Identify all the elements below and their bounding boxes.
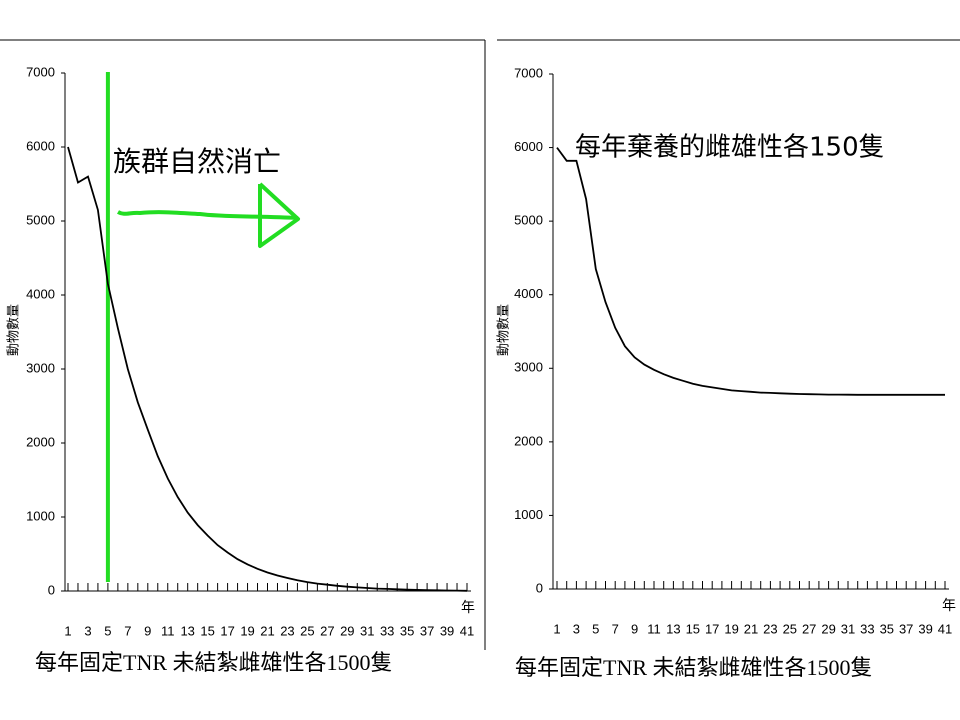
y-axis-label: 動物數量 [497, 304, 512, 356]
x-tick-label: 21 [260, 623, 274, 638]
y-tick-label: 1000 [26, 508, 55, 523]
x-tick-label: 35 [880, 621, 894, 636]
x-tick-label: 37 [420, 623, 434, 638]
x-tick-label: 5 [104, 623, 111, 638]
x-tick-label: 31 [841, 621, 855, 636]
x-tick-label: 17 [220, 623, 234, 638]
x-tick-label: 41 [460, 623, 474, 638]
arrow-shaft [117, 210, 299, 220]
y-tick-label: 6000 [26, 138, 55, 153]
x-tick-label: 15 [686, 621, 700, 636]
x-tick-label: 23 [280, 623, 294, 638]
x-tick-label: 11 [161, 623, 175, 638]
x-tick-label: 35 [400, 623, 414, 638]
x-tick-label: 25 [783, 621, 797, 636]
data-line [556, 147, 945, 396]
y-tick-label: 7000 [26, 64, 55, 79]
x-tick-label: 37 [899, 621, 913, 636]
data-line [67, 146, 468, 592]
y-tick-label: 0 [536, 580, 543, 595]
x-tick-label: 27 [320, 623, 334, 638]
x-tick-label: 15 [200, 623, 214, 638]
x-tick-label: 33 [860, 621, 874, 636]
x-tick-label: 33 [380, 623, 394, 638]
x-axis-label: 年 [942, 598, 956, 614]
x-tick-label: 17 [705, 621, 719, 636]
x-tick-label: 9 [144, 623, 151, 638]
x-tick-label: 27 [802, 621, 816, 636]
x-tick-label: 19 [240, 623, 254, 638]
y-tick-label: 7000 [514, 65, 543, 80]
arrow-head [258, 182, 300, 248]
y-tick-label: 4000 [514, 286, 543, 301]
y-tick-label: 2000 [26, 434, 55, 449]
y-tick-label: 1000 [514, 507, 543, 522]
y-tick-label: 5000 [26, 212, 55, 227]
x-tick-label: 23 [763, 621, 777, 636]
x-tick-label: 13 [666, 621, 680, 636]
x-tick-label: 31 [360, 623, 374, 638]
x-tick-label: 3 [573, 621, 580, 636]
y-tick-label: 5000 [514, 213, 543, 228]
y-tick-label: 2000 [514, 433, 543, 448]
annotation: 族群自然消亡 [113, 145, 281, 178]
x-tick-label: 9 [631, 621, 638, 636]
x-tick-label: 5 [592, 621, 599, 636]
y-tick-label: 3000 [26, 360, 55, 375]
x-tick-label: 11 [647, 621, 661, 636]
y-tick-label: 4000 [26, 286, 55, 301]
y-tick-label: 3000 [514, 360, 543, 375]
y-tick-label: 0 [48, 582, 55, 597]
x-tick-label: 29 [821, 621, 835, 636]
x-tick-label: 7 [612, 621, 619, 636]
caption: 每年固定TNR 未結紮雌雄性各1500隻 [35, 650, 393, 675]
caption: 每年固定TNR 未結紮雌雄性各1500隻 [515, 655, 873, 680]
x-axis-label: 年 [461, 600, 475, 616]
x-tick-label: 21 [744, 621, 758, 636]
x-tick-label: 39 [918, 621, 932, 636]
x-tick-label: 13 [180, 623, 194, 638]
x-tick-label: 25 [300, 623, 314, 638]
x-tick-label: 19 [724, 621, 738, 636]
x-tick-label: 39 [440, 623, 454, 638]
y-axis-label: 動物數量 [7, 304, 22, 356]
x-tick-label: 7 [124, 623, 131, 638]
x-tick-label: 1 [64, 623, 71, 638]
x-tick-label: 41 [938, 621, 952, 636]
x-tick-label: 3 [84, 623, 91, 638]
annotation: 每年棄養的雌雄性各150隻 [575, 133, 885, 163]
y-tick-label: 6000 [514, 139, 543, 154]
x-tick-label: 1 [553, 621, 560, 636]
x-tick-label: 29 [340, 623, 354, 638]
